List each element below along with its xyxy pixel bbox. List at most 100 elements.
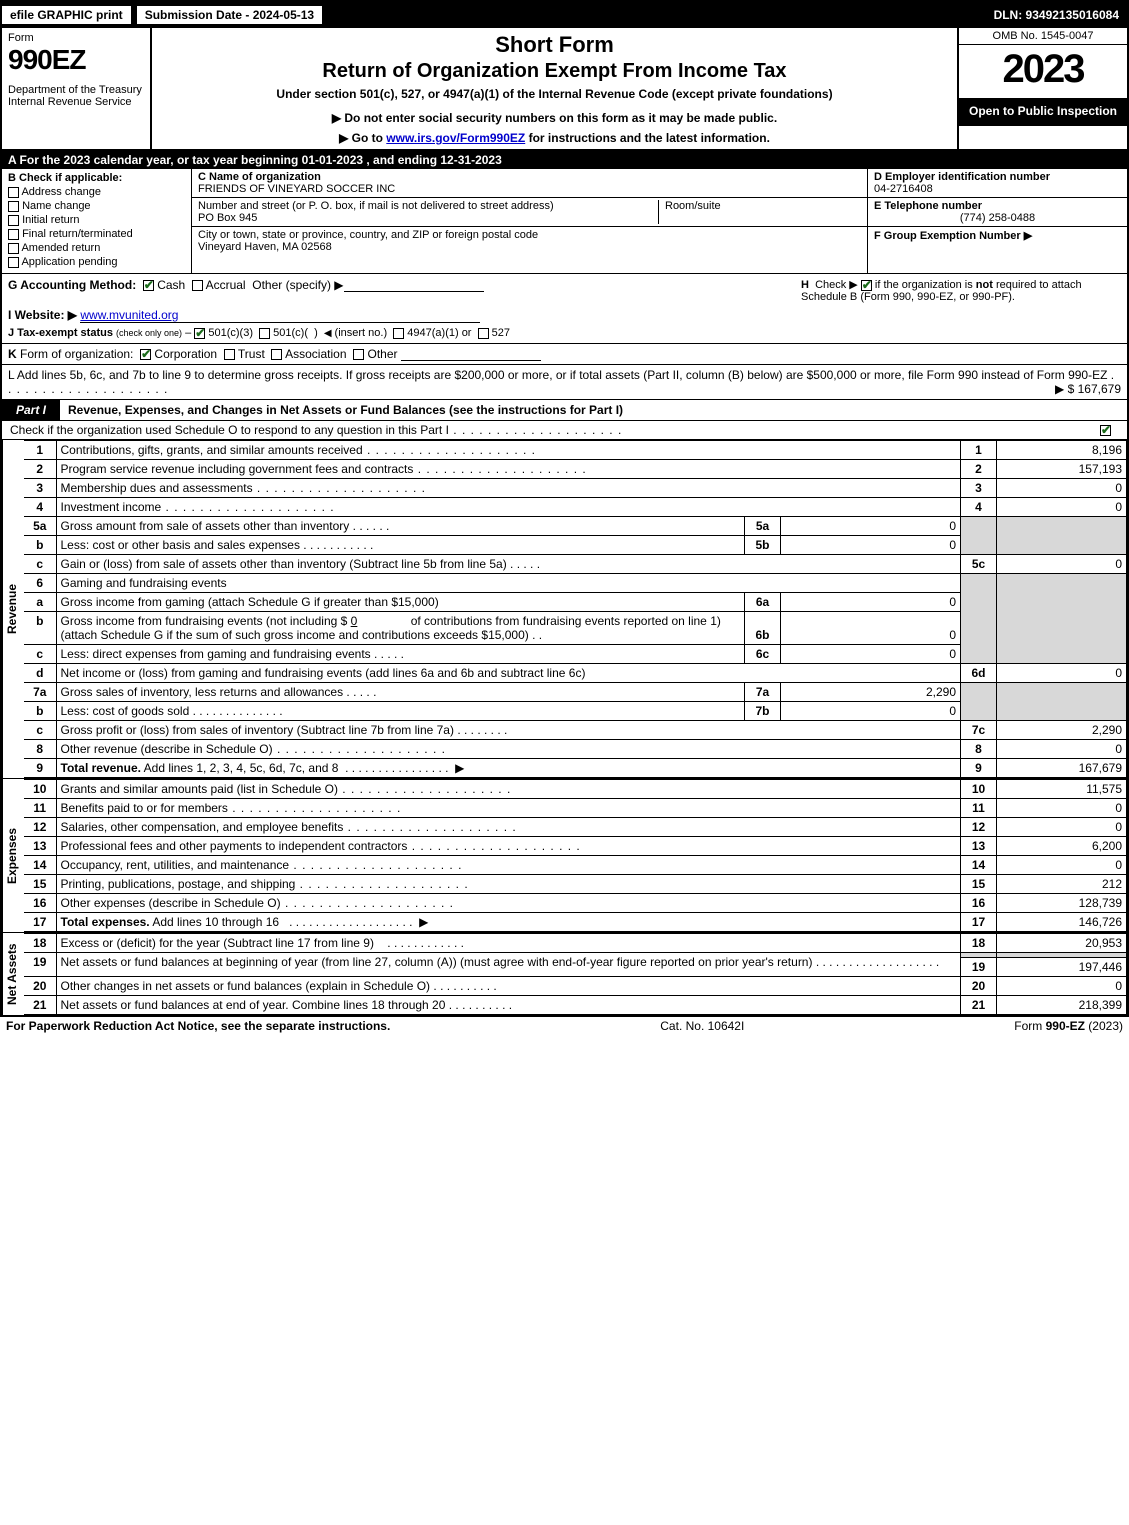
ln-6d-desc: Net income or (loss) from gaming and fun… xyxy=(56,664,961,683)
chk-association[interactable] xyxy=(271,349,282,360)
dln: DLN: 93492135016084 xyxy=(986,5,1127,25)
ln-14-amt: 0 xyxy=(997,856,1127,875)
ln-12-num: 12 xyxy=(961,818,997,837)
chk-initial-return[interactable]: Initial return xyxy=(8,214,185,226)
chk-corporation[interactable] xyxy=(140,349,151,360)
other-specify-input[interactable] xyxy=(344,279,484,292)
H-box: H Check ▶ if the organization is not req… xyxy=(801,278,1121,303)
org-street: PO Box 945 xyxy=(198,212,658,224)
D-ein-label: D Employer identification number xyxy=(874,171,1050,183)
ln-19-amt: 197,446 xyxy=(997,958,1127,977)
ln-12-amt: 0 xyxy=(997,818,1127,837)
form-label: Form xyxy=(8,32,144,44)
ln-11-amt: 0 xyxy=(997,799,1127,818)
part-I-check: Check if the organization used Schedule … xyxy=(2,421,1127,440)
ln-6-desc: Gaming and fundraising events xyxy=(56,574,961,593)
ln-13: 13 xyxy=(24,837,56,856)
C-name-label: C Name of organization xyxy=(198,171,321,183)
ln-17: 17 xyxy=(24,913,56,932)
chk-name-change-label: Name change xyxy=(22,200,91,212)
chk-name-change[interactable]: Name change xyxy=(8,200,185,212)
ln-6b-contrib-val: 0 xyxy=(351,614,358,628)
chk-application-pending-label: Application pending xyxy=(21,256,117,268)
efile-print-label[interactable]: efile GRAPHIC print xyxy=(2,6,133,24)
ln-6b-sv: 0 xyxy=(781,612,961,645)
ln-19: 19 xyxy=(24,953,56,977)
ln-1: 1 xyxy=(24,441,56,460)
col-B: B Check if applicable: Address change Na… xyxy=(2,169,192,273)
goto-link-line: ▶ Go to www.irs.gov/Form990EZ for instru… xyxy=(158,131,951,145)
org-name: FRIENDS OF VINEYARD SOCCER INC xyxy=(198,183,861,195)
ln-7a: 7a xyxy=(24,683,56,702)
chk-address-change[interactable]: Address change xyxy=(8,186,185,198)
ln-6c-sub: 6c xyxy=(745,645,781,664)
ln-2: 2 xyxy=(24,460,56,479)
ln-7c-num: 7c xyxy=(961,721,997,740)
ln-10-desc: Grants and similar amounts paid (list in… xyxy=(61,782,338,796)
ln-2-num: 2 xyxy=(961,460,997,479)
ln-18-desc: Excess or (deficit) for the year (Subtra… xyxy=(61,936,374,950)
ln-7a-sv: 2,290 xyxy=(781,683,961,702)
chk-trust[interactable] xyxy=(224,349,235,360)
chk-final-return[interactable]: Final return/terminated xyxy=(8,228,185,240)
ln-7c: c xyxy=(24,721,56,740)
chk-4947a1[interactable] xyxy=(393,328,404,339)
public-inspection: Open to Public Inspection xyxy=(959,98,1127,126)
ln-7b-sv: 0 xyxy=(781,702,961,721)
title-sub: Under section 501(c), 527, or 4947(a)(1)… xyxy=(158,87,951,101)
ln-17-num: 17 xyxy=(961,913,997,932)
expenses-table: 10Grants and similar amounts paid (list … xyxy=(24,779,1127,932)
ln-5a-desc: Gross amount from sale of assets other t… xyxy=(61,519,350,533)
chk-527[interactable] xyxy=(478,328,489,339)
chk-H[interactable] xyxy=(861,280,872,291)
ln-18-num: 18 xyxy=(961,934,997,953)
other-label: Other (specify) ▶ xyxy=(252,278,343,292)
K-line: K Form of organization: Corporation Trus… xyxy=(2,344,1127,365)
ln-11-desc: Benefits paid to or for members xyxy=(61,801,228,815)
ln-18-amt: 20,953 xyxy=(997,934,1127,953)
chk-cash[interactable] xyxy=(143,280,154,291)
ln-5c-num: 5c xyxy=(961,555,997,574)
chk-final-return-label: Final return/terminated xyxy=(22,228,133,240)
ln-10-amt: 11,575 xyxy=(997,780,1127,799)
chk-other-org[interactable] xyxy=(353,349,364,360)
ln-20: 20 xyxy=(24,977,56,996)
chk-schedule-O[interactable] xyxy=(1100,425,1111,436)
ln-16: 16 xyxy=(24,894,56,913)
ln-1-desc: Contributions, gifts, grants, and simila… xyxy=(61,443,363,457)
ln-21: 21 xyxy=(24,996,56,1015)
other-org-input[interactable] xyxy=(401,348,541,361)
submission-date: Submission Date - 2024-05-13 xyxy=(135,4,324,26)
ln-5c-desc: Gain or (loss) from sale of assets other… xyxy=(61,557,507,571)
irs-link[interactable]: www.irs.gov/Form990EZ xyxy=(386,131,525,145)
revenue-section: Revenue 1Contributions, gifts, grants, a… xyxy=(2,440,1127,779)
topbar: efile GRAPHIC print Submission Date - 20… xyxy=(2,2,1127,28)
chk-amended-return[interactable]: Amended return xyxy=(8,242,185,254)
ln-19-desc: Net assets or fund balances at beginning… xyxy=(61,955,813,969)
ln-7b: b xyxy=(24,702,56,721)
ln-6c: c xyxy=(24,645,56,664)
expenses-section: Expenses 10Grants and similar amounts pa… xyxy=(2,779,1127,933)
ln-16-num: 16 xyxy=(961,894,997,913)
ln-8-desc: Other revenue (describe in Schedule O) xyxy=(61,742,273,756)
chk-501c[interactable] xyxy=(259,328,270,339)
ln-13-num: 13 xyxy=(961,837,997,856)
col-D-E-F: D Employer identification number 04-2716… xyxy=(867,169,1127,273)
net-assets-side-label: Net Assets xyxy=(2,933,24,1015)
form-number: 990EZ xyxy=(8,44,144,76)
page-footer: For Paperwork Reduction Act Notice, see … xyxy=(0,1017,1129,1035)
chk-501c3[interactable] xyxy=(194,328,205,339)
ln-4-num: 4 xyxy=(961,498,997,517)
net-assets-section: Net Assets 18 Excess or (deficit) for the… xyxy=(2,933,1127,1015)
chk-accrual[interactable] xyxy=(192,280,203,291)
ln-6b-desc1: Gross income from fundraising events (no… xyxy=(61,614,348,628)
chk-application-pending[interactable]: Application pending xyxy=(8,256,185,268)
ln-6d-amt: 0 xyxy=(997,664,1127,683)
line-A: A For the 2023 calendar year, or tax yea… xyxy=(2,151,1127,169)
website-link[interactable]: www.mvunited.org xyxy=(80,308,480,323)
ln-4-amt: 0 xyxy=(997,498,1127,517)
header-right: OMB No. 1545-0047 2023 Open to Public In… xyxy=(957,28,1127,149)
ln-12: 12 xyxy=(24,818,56,837)
ln-3-desc: Membership dues and assessments xyxy=(61,481,253,495)
ln-5b-sv: 0 xyxy=(781,536,961,555)
